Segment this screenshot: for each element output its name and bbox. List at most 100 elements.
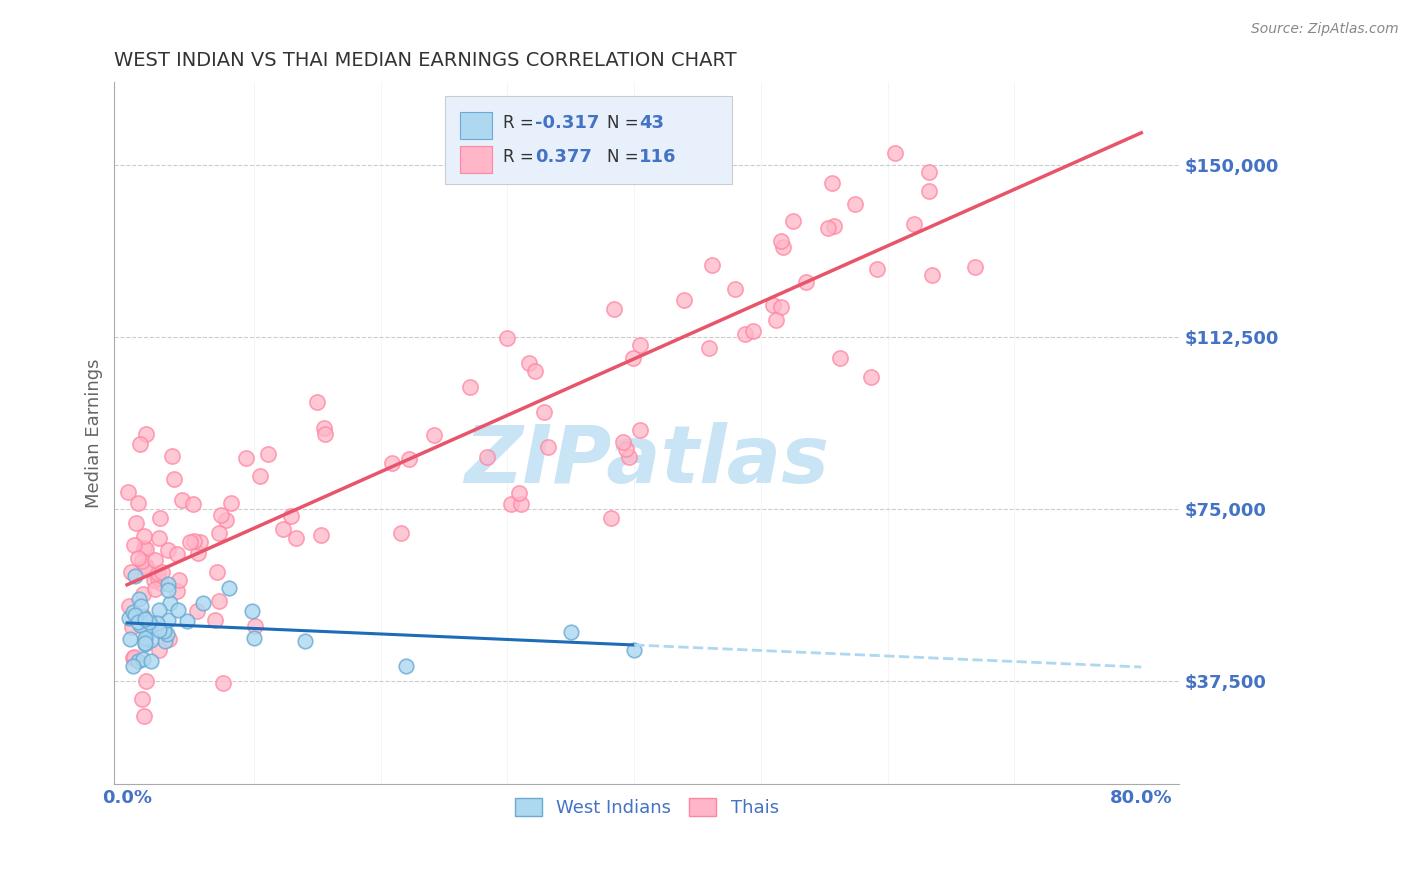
Point: [141, 618, 163, 632]
Point: [134, 633, 156, 648]
Point: [560, 624, 582, 639]
Point: [135, 674, 157, 689]
Point: [697, 341, 720, 355]
Point: [770, 234, 793, 248]
Point: [860, 370, 883, 384]
Point: [314, 426, 336, 441]
Point: [191, 596, 214, 610]
Point: [537, 441, 560, 455]
Point: [169, 573, 191, 587]
Text: WEST INDIAN VS THAI MEDIAN EARNINGS CORRELATION CHART: WEST INDIAN VS THAI MEDIAN EARNINGS CORR…: [114, 51, 737, 70]
Point: [170, 492, 193, 507]
Point: [156, 577, 179, 591]
Point: [921, 268, 943, 282]
Point: [160, 450, 183, 464]
Point: [823, 219, 845, 233]
Text: ZIPatlas: ZIPatlas: [464, 423, 830, 500]
Point: [132, 541, 155, 556]
Point: [146, 566, 169, 580]
Text: Source: ZipAtlas.com: Source: ZipAtlas.com: [1251, 22, 1399, 37]
Point: [603, 301, 626, 316]
Point: [132, 609, 155, 624]
Text: -0.317: -0.317: [536, 114, 599, 132]
Point: [844, 197, 866, 211]
Point: [148, 531, 170, 545]
Point: [135, 562, 157, 576]
Point: [186, 604, 208, 618]
Point: [496, 331, 519, 345]
Point: [127, 496, 149, 510]
Point: [148, 603, 170, 617]
Point: [614, 442, 637, 457]
Point: [134, 637, 156, 651]
Text: R =: R =: [503, 148, 538, 167]
Point: [159, 596, 181, 610]
Point: [138, 615, 160, 629]
Point: [139, 633, 162, 648]
Point: [135, 542, 157, 557]
Point: [820, 176, 842, 190]
Point: [212, 675, 235, 690]
Point: [917, 164, 939, 178]
FancyBboxPatch shape: [461, 112, 492, 138]
Point: [623, 642, 645, 657]
Point: [148, 623, 170, 637]
Point: [249, 468, 271, 483]
Point: [828, 351, 851, 366]
Point: [243, 631, 266, 645]
Y-axis label: Median Earnings: Median Earnings: [86, 359, 103, 508]
Point: [884, 146, 907, 161]
Point: [181, 497, 204, 511]
Point: [166, 547, 188, 561]
Point: [765, 313, 787, 327]
Point: [143, 574, 166, 588]
Point: [124, 568, 146, 582]
Point: [208, 525, 231, 540]
Point: [134, 631, 156, 645]
Point: [149, 511, 172, 525]
Point: [235, 450, 257, 465]
Point: [162, 472, 184, 486]
Point: [307, 395, 329, 409]
Point: [508, 485, 530, 500]
Point: [156, 582, 179, 597]
Point: [122, 538, 145, 552]
Point: [139, 654, 162, 668]
Point: [132, 587, 155, 601]
Point: [965, 260, 987, 274]
Point: [120, 632, 142, 646]
Point: [117, 485, 139, 500]
Point: [700, 259, 723, 273]
Point: [475, 450, 498, 464]
Point: [132, 708, 155, 723]
Point: [499, 497, 522, 511]
Point: [143, 582, 166, 596]
Point: [148, 643, 170, 657]
Point: [135, 427, 157, 442]
Point: [179, 534, 201, 549]
Point: [131, 692, 153, 706]
Point: [150, 565, 173, 579]
Point: [122, 605, 145, 619]
Point: [208, 593, 231, 607]
Point: [257, 447, 280, 461]
Point: [395, 659, 418, 673]
Point: [243, 619, 266, 633]
Point: [204, 613, 226, 627]
Point: [166, 602, 188, 616]
Point: [129, 436, 152, 450]
Point: [312, 421, 335, 435]
Point: [125, 516, 148, 531]
Point: [124, 607, 146, 622]
Point: [118, 599, 141, 613]
Point: [697, 157, 720, 171]
Point: [183, 534, 205, 549]
Point: [621, 351, 644, 365]
Point: [157, 632, 180, 646]
Point: [917, 184, 939, 198]
Point: [599, 511, 621, 525]
Point: [134, 612, 156, 626]
Point: [273, 522, 295, 536]
Point: [309, 527, 332, 541]
Point: [628, 424, 651, 438]
